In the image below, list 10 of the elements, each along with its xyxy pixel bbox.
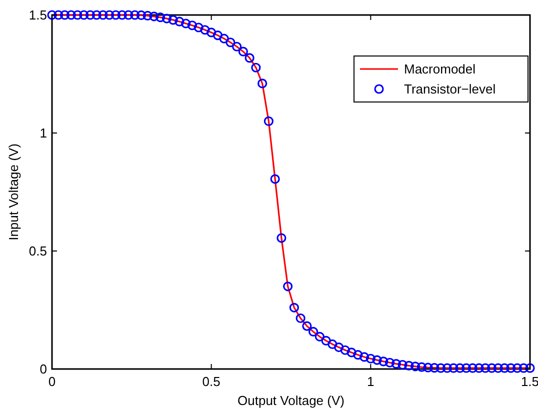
y-axis-title: Input Voltage (V) xyxy=(6,144,21,240)
y-tick-label: 0.5 xyxy=(28,244,47,258)
legend-label: Macromodel xyxy=(404,62,476,76)
legend-label: Transistor−level xyxy=(404,82,496,96)
y-tick-label: 1 xyxy=(40,126,47,140)
x-axis-title: Output Voltage (V) xyxy=(238,393,344,408)
y-tick-label: 0 xyxy=(40,362,47,376)
x-tick-label: 0.5 xyxy=(202,374,220,389)
y-tick-label: 1.5 xyxy=(28,8,47,22)
x-tick-label: 1 xyxy=(367,374,374,389)
